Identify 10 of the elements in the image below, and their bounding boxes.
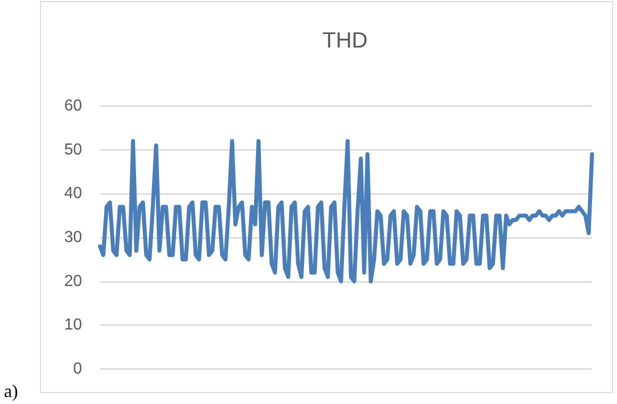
y-tick-label: 50: [64, 141, 82, 158]
y-tick-label: 60: [64, 98, 82, 114]
chart-title: THD: [322, 28, 368, 52]
line-series: [98, 139, 594, 284]
y-tick-label: 0: [73, 360, 82, 378]
y-tick-label: 20: [64, 272, 82, 290]
text: a): [4, 381, 18, 401]
y-tick-label: 30: [64, 229, 82, 246]
y-tick-label: 10: [64, 316, 82, 334]
y-tick-label: 40: [64, 185, 82, 202]
